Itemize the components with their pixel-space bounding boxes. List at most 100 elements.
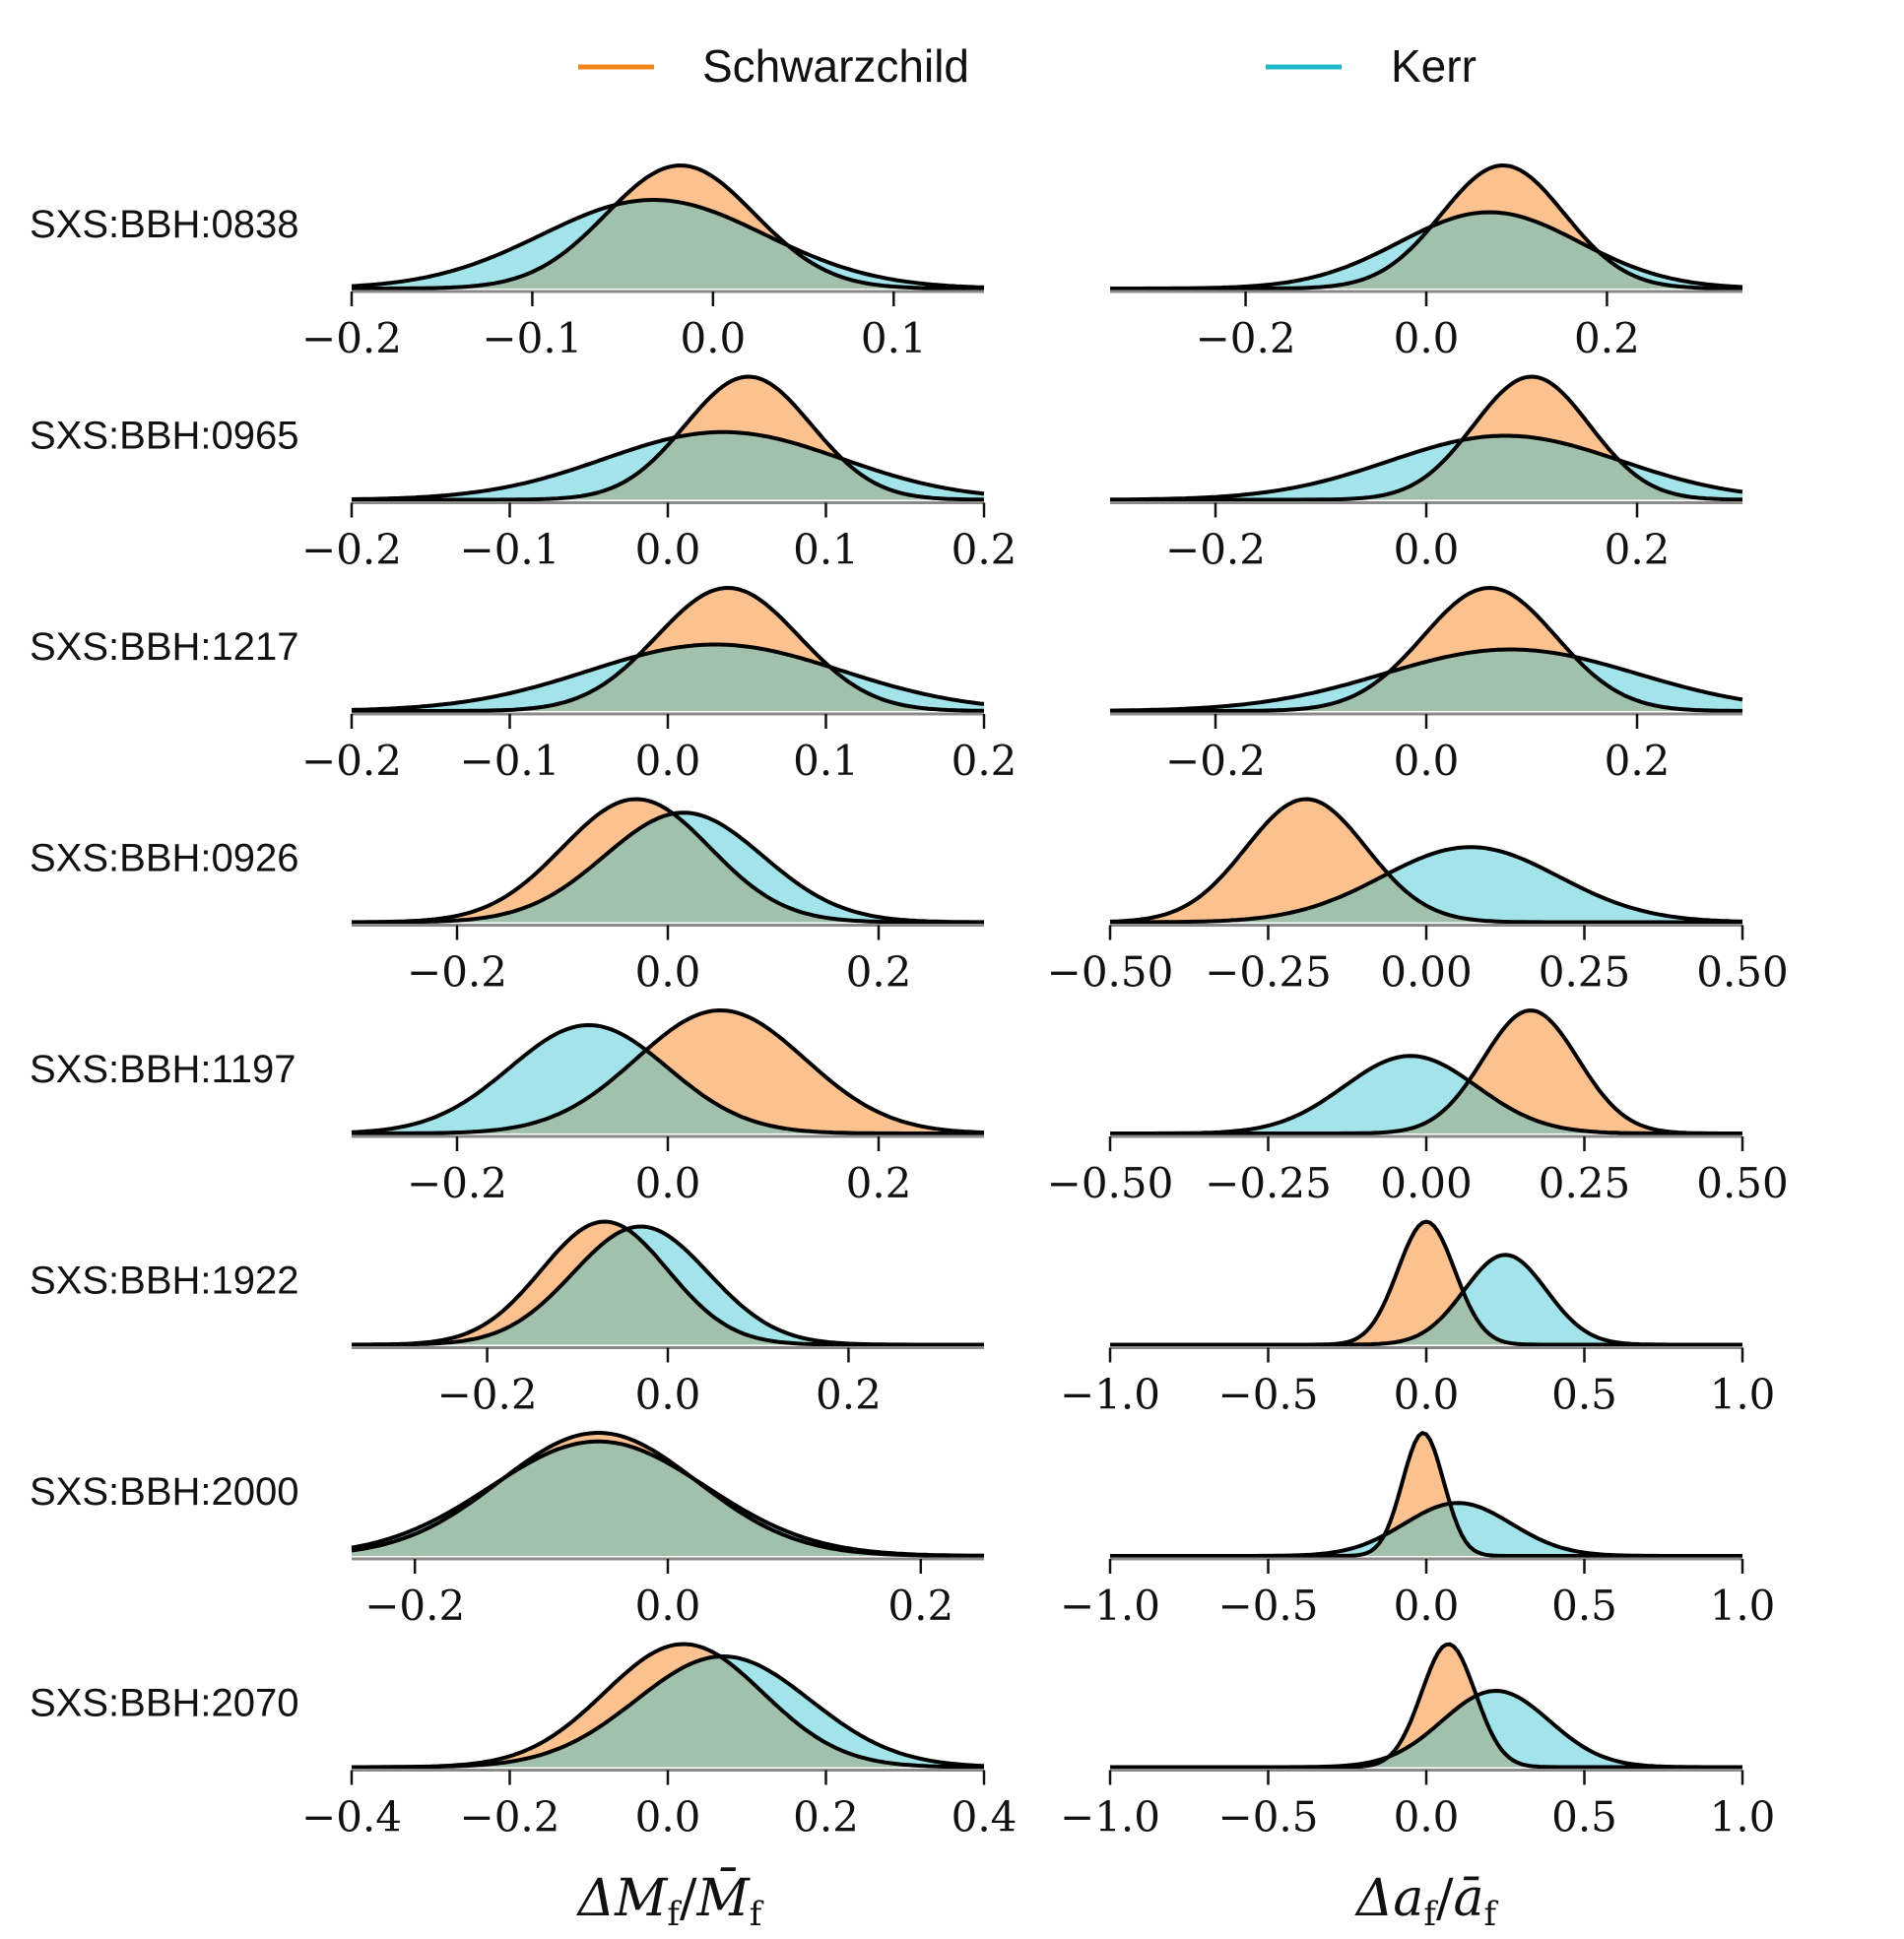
xlabel-mass-part: f	[667, 1895, 682, 1934]
overlap-area	[352, 813, 984, 923]
panel-spin: −0.50 −0.25 0.00 0.25 0.50	[1047, 797, 1789, 997]
kerr-curve	[1110, 433, 1743, 502]
x-axis-labels: ΔMf/M̄f Δaf/āf	[576, 1868, 1499, 1934]
row-label: SXS:BBH:2070	[30, 1682, 299, 1725]
x-tick-label: −0.25	[1205, 948, 1332, 997]
xlabel-spin-part: f	[1423, 1895, 1438, 1934]
ridge-row: SXS:BBH:1197 −0.2 0.0 0.2 −0.50 −0.25 0.00 0.25…	[30, 1008, 1789, 1207]
panel-mass: −0.2 0.0 0.2	[351, 1219, 984, 1419]
x-tick-label: −0.5	[1218, 1582, 1319, 1630]
x-tick-label: 0.0	[1394, 1582, 1460, 1630]
xlabel-mass-part: f	[750, 1895, 764, 1934]
panel-mass: −0.2 −0.1 0.0 0.1 0.2	[301, 374, 1018, 574]
x-tick-label: 0.0	[635, 1582, 701, 1630]
x-tick-label: 0.2	[952, 526, 1018, 574]
x-tick-label: 0.0	[1394, 314, 1460, 362]
row-label: SXS:BBH:1217	[30, 625, 299, 669]
x-tick-label: −0.2	[1165, 526, 1266, 574]
schwarzchild-curve	[352, 586, 984, 713]
kerr-curve	[1110, 210, 1743, 291]
ridge-row: SXS:BBH:1217 −0.2 −0.1 0.0 0.1 0.2 −0.2 0.0 0.2	[30, 586, 1743, 785]
ridge-row: SXS:BBH:2000 −0.2 0.0 0.2 −1.0 −0.5 0.0 0.5 1.0	[30, 1431, 1776, 1630]
schwarzchild-curve	[352, 1008, 985, 1135]
overlap-area	[1110, 1503, 1742, 1556]
kerr-curve	[1110, 1054, 1742, 1135]
x-tick-label: −0.50	[1047, 948, 1174, 997]
row-label: SXS:BBH:2000	[30, 1470, 299, 1514]
kerr-curve	[352, 1654, 985, 1770]
kerr-curve	[1110, 1689, 1742, 1770]
x-tick-label: 0.0	[635, 1159, 701, 1207]
x-tick-label: −0.2	[1196, 314, 1296, 362]
schwarzchild-curve	[1110, 586, 1742, 713]
x-tick-label: 0.2	[952, 737, 1018, 785]
x-tick-label: −0.1	[482, 314, 582, 362]
overlap-area	[352, 1441, 984, 1556]
x-tick-label: −0.2	[460, 1793, 560, 1842]
legend-label-kerr: Kerr	[1391, 40, 1477, 92]
x-tick-label: 1.0	[1710, 1582, 1776, 1630]
x-tick-label: 0.2	[846, 948, 912, 997]
kerr-curve	[352, 810, 984, 925]
xlabel-spin-part: Δa	[1354, 1869, 1424, 1928]
overlap-area	[352, 1230, 984, 1345]
x-tick-label: 0.1	[861, 314, 927, 362]
row-label: SXS:BBH:1197	[30, 1048, 296, 1091]
x-tick-label: 0.5	[1551, 1371, 1617, 1419]
x-tick-label: 0.2	[816, 1371, 882, 1419]
x-tick-label: −0.2	[437, 1371, 538, 1419]
row-label: SXS:BBH:0838	[30, 203, 299, 246]
xlabel-spin-part: ā	[1454, 1869, 1484, 1928]
x-tick-label: 1.0	[1710, 1371, 1776, 1419]
xlabel-mass-part: ΔM	[576, 1869, 670, 1928]
x-tick-label: 0.2	[1605, 526, 1671, 574]
x-tick-label: 0.0	[1394, 737, 1460, 785]
x-tick-label: −0.5	[1218, 1793, 1319, 1842]
panel-mass: −0.2 0.0 0.2	[351, 1008, 985, 1207]
kerr-curve	[352, 1224, 984, 1347]
x-tick-label: 0.0	[680, 314, 746, 362]
xlabel-mass-part: M̄	[696, 1868, 752, 1928]
x-tick-label: −1.0	[1060, 1582, 1160, 1630]
x-tick-label: 0.2	[887, 1582, 953, 1630]
x-tick-label: −0.2	[301, 737, 402, 785]
legend: Schwarzchild Kerr	[578, 40, 1477, 92]
schwarzchild-area	[1110, 1010, 1742, 1133]
overlap-area	[1110, 435, 1742, 500]
x-tick-label: 0.2	[1605, 737, 1671, 785]
x-tick-label: −0.2	[407, 948, 507, 997]
x-tick-label: 0.1	[793, 526, 859, 574]
kerr-curve	[1110, 1501, 1742, 1558]
x-tick-label: 0.2	[793, 1793, 859, 1842]
x-tick-label: 0.25	[1539, 948, 1631, 997]
overlap-area	[1110, 649, 1742, 711]
x-tick-label: 1.0	[1710, 1793, 1776, 1842]
kerr-curve	[351, 1023, 984, 1135]
x-tick-label: 0.0	[635, 737, 701, 785]
x-axis-label-mass: ΔMf/M̄f	[576, 1868, 764, 1934]
x-tick-label: −0.1	[460, 737, 560, 785]
ridge-row: SXS:BBH:0838 −0.2 −0.1 0.0 0.1 −0.2 0.0 0.2	[30, 163, 1743, 362]
panel-spin: −0.2 0.0 0.2	[1110, 374, 1743, 574]
x-tick-label: 0.0	[1394, 526, 1460, 574]
x-tick-label: 0.25	[1539, 1159, 1631, 1207]
legend-label-schwarzchild: Schwarzchild	[702, 40, 969, 92]
overlap-area	[352, 200, 984, 289]
x-tick-label: 0.5	[1551, 1582, 1617, 1630]
x-tick-label: 0.0	[635, 1371, 701, 1419]
x-axis-label-spin: Δaf/āf	[1354, 1869, 1499, 1934]
row-label: SXS:BBH:1922	[30, 1260, 299, 1303]
kerr-curve	[1109, 647, 1743, 713]
kerr-curve	[1110, 1253, 1742, 1347]
x-tick-label: 0.2	[1574, 314, 1640, 362]
x-tick-label: −0.2	[301, 314, 402, 362]
kerr-curve	[1110, 845, 1743, 925]
x-tick-label: 0.4	[952, 1793, 1018, 1842]
x-tick-label: −0.5	[1218, 1371, 1319, 1419]
overlap-area	[1110, 1293, 1742, 1345]
schwarzchild-area	[1110, 1644, 1742, 1768]
schwarzchild-curve	[352, 163, 984, 291]
kerr-curve	[351, 429, 985, 501]
panel-spin: −1.0 −0.5 0.0 0.5 1.0	[1060, 1219, 1776, 1419]
